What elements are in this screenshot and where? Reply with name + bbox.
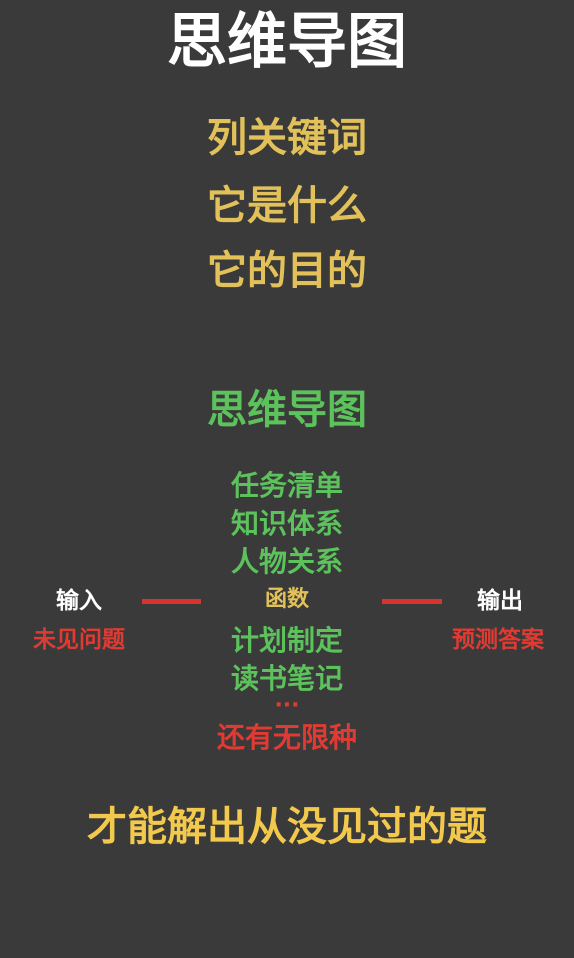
mindmap-use-item: 计划制定 (230, 624, 343, 657)
keyword-line: 列关键词 (207, 115, 367, 161)
input-connector-line (142, 599, 201, 604)
input-label: 输入 (56, 588, 102, 614)
more-kinds-text: 还有无限种 (216, 721, 357, 754)
function-label: 函数 (264, 587, 309, 612)
mindmap-use-item: 读书笔记 (230, 662, 343, 695)
ellipsis: ··· (274, 693, 300, 718)
page-title: 思维导图 (167, 7, 407, 77)
mindmap-heading: 思维导图 (207, 387, 367, 433)
keyword-line: 它是什么 (207, 183, 367, 229)
output-label: 输出 (477, 588, 523, 614)
mindmap-use-item: 人物关系 (230, 545, 343, 578)
output-description: 预测答案 (452, 627, 544, 653)
input-description: 未见问题 (33, 627, 125, 653)
output-connector-line (382, 599, 442, 604)
keyword-line: 它的目的 (207, 248, 367, 294)
mindmap-use-item: 任务清单 (230, 469, 343, 502)
mindmap-use-item: 知识体系 (230, 507, 343, 540)
conclusion-text: 才能解出从没见过的题 (87, 804, 487, 850)
